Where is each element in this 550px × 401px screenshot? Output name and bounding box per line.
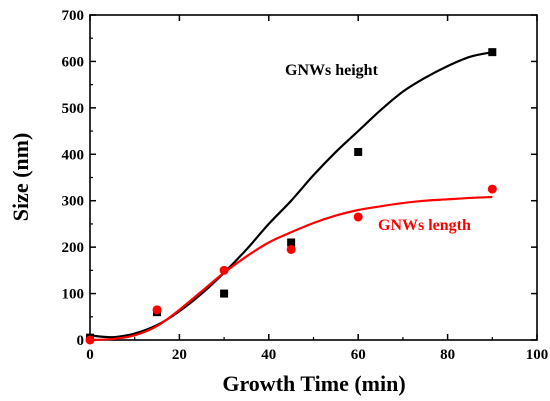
data-point-series-0: [488, 48, 497, 57]
data-point-series-1: [487, 184, 497, 194]
data-point-series-1: [219, 265, 229, 275]
data-point-series-1: [85, 335, 95, 345]
fit-curve-series-0: [89, 51, 493, 339]
y-tick-label: 700: [62, 8, 85, 24]
x-tick-label: 40: [261, 347, 276, 363]
data-point-series-0: [220, 289, 229, 298]
annotation-gnws-height: GNWs height: [285, 62, 379, 79]
y-tick-label: 500: [62, 101, 85, 117]
x-tick-label: 0: [86, 347, 94, 363]
x-axis-title: Growth Time (min): [222, 371, 405, 396]
y-tick-label: 100: [62, 287, 85, 303]
y-tick-label: 200: [62, 240, 85, 256]
annotation-gnws-length: GNWs length: [378, 217, 471, 234]
y-axis-title: Size (nm): [8, 133, 33, 222]
data-point-series-1: [152, 305, 162, 315]
y-tick-label: 600: [62, 54, 85, 70]
x-tick-label: 20: [172, 347, 187, 363]
y-tick-label: 0: [77, 333, 85, 349]
y-tick-label: 300: [62, 194, 85, 210]
x-tick-label: 100: [526, 347, 549, 363]
x-tick-label: 60: [351, 347, 366, 363]
data-point-series-0: [287, 238, 296, 247]
data-point-series-1: [286, 244, 296, 254]
x-tick-label: 80: [440, 347, 455, 363]
fit-curve-series-1: [89, 195, 493, 342]
data-point-series-1: [353, 212, 363, 222]
y-tick-label: 400: [62, 147, 85, 163]
data-point-series-0: [354, 147, 363, 156]
